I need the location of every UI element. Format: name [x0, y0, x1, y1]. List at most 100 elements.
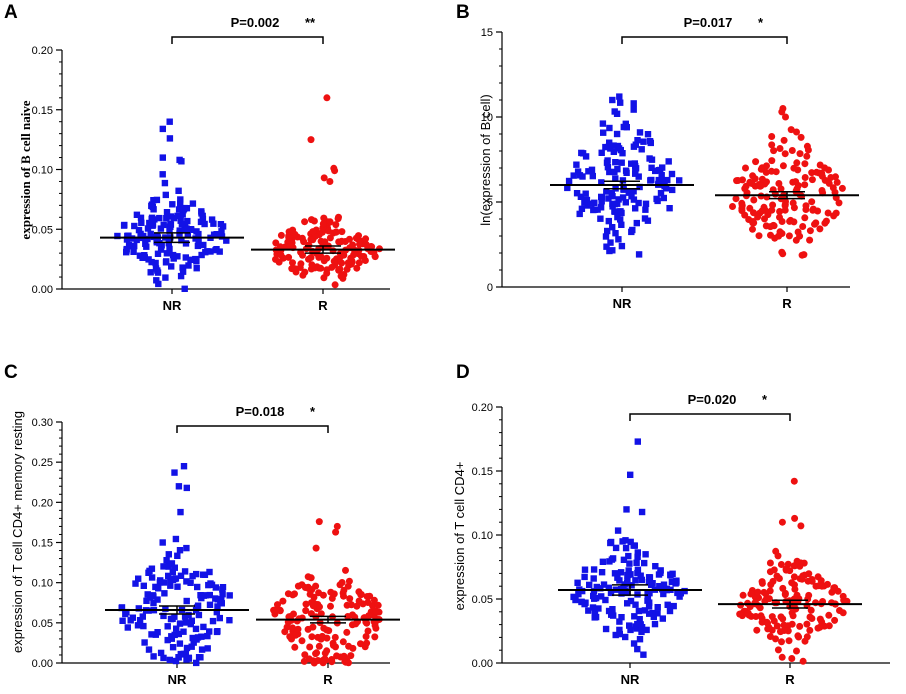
data-point-nr [659, 615, 666, 622]
data-point-nr [660, 194, 667, 202]
data-point-r [839, 592, 847, 600]
data-point-r [748, 180, 756, 187]
data-point-nr [160, 612, 167, 620]
data-point-r [796, 232, 804, 240]
data-point-r [781, 202, 789, 210]
data-point-nr [198, 646, 206, 653]
data-point-r [817, 577, 825, 585]
data-point-r [332, 221, 340, 229]
data-point-r [371, 633, 379, 641]
data-point-nr [590, 575, 597, 582]
data-point-nr [160, 221, 167, 229]
data-point-nr [205, 581, 212, 589]
data-point-nr [187, 579, 194, 586]
data-point-nr [164, 623, 171, 630]
data-point-nr [646, 138, 654, 145]
data-point-nr [163, 209, 171, 216]
data-point-nr [676, 177, 683, 184]
data-point-nr [635, 607, 643, 615]
data-point-nr [634, 549, 641, 556]
data-point-nr [609, 606, 616, 613]
data-point-nr [607, 538, 615, 546]
data-point-nr [148, 574, 156, 581]
data-point-r [808, 176, 816, 184]
data-point-nr [611, 208, 618, 215]
data-point-r [778, 108, 786, 116]
data-point-r [761, 215, 768, 223]
data-point-r [355, 259, 363, 267]
data-point-r [768, 141, 776, 149]
data-point-r [285, 233, 293, 241]
data-point-nr [149, 222, 156, 229]
data-point-r [757, 182, 765, 190]
data-point-nr [167, 615, 175, 623]
y-tick-label: 0.15 [32, 538, 53, 550]
data-point-nr [625, 567, 632, 574]
data-point-r [331, 281, 339, 289]
data-point-r [827, 174, 835, 181]
data-point-nr [152, 583, 159, 591]
data-point-nr [635, 199, 642, 207]
data-point-nr [154, 596, 161, 603]
data-point-nr [620, 556, 628, 563]
data-point-r [821, 219, 829, 227]
y-tick-label: 0.10 [32, 578, 53, 590]
y-tick-label: 15 [481, 27, 493, 39]
data-point-r [782, 113, 789, 121]
data-point-r [790, 573, 798, 581]
data-point-nr [579, 587, 586, 595]
data-point-r [289, 624, 296, 632]
y-tick-label: 0.00 [32, 658, 53, 670]
data-point-nr [171, 631, 178, 639]
data-point-nr [139, 254, 146, 261]
data-point-nr [167, 576, 174, 584]
data-point-nr [637, 572, 644, 579]
y-tick-label: 0.20 [32, 497, 53, 509]
data-point-r [821, 164, 829, 172]
data-point-nr [634, 569, 641, 577]
data-point-nr [578, 598, 585, 606]
data-point-r [357, 591, 365, 598]
data-point-nr [179, 264, 186, 271]
data-point-r [764, 619, 771, 627]
y-axis-label: expression of B cell naive [18, 100, 33, 239]
data-point-nr [166, 135, 174, 142]
data-point-nr [177, 200, 184, 207]
data-point-nr [651, 620, 659, 628]
data-point-nr [573, 161, 580, 168]
data-point-nr [635, 173, 642, 180]
data-point-r [758, 614, 766, 622]
data-point-r [281, 628, 289, 636]
data-point-nr [604, 157, 611, 164]
data-point-nr [597, 585, 604, 592]
data-point-r [766, 587, 774, 595]
y-tick-label: 5 [487, 197, 493, 209]
data-point-r [353, 264, 361, 272]
data-point-r [790, 595, 798, 603]
data-point-r [272, 239, 280, 247]
data-point-r [793, 159, 801, 167]
data-point-r [346, 235, 353, 243]
data-point-nr [660, 590, 667, 598]
data-point-nr [674, 589, 681, 597]
data-point-r [299, 271, 307, 279]
data-point-r [801, 174, 809, 181]
data-point-nr [149, 592, 157, 599]
data-point-nr [630, 106, 637, 113]
data-point-r [804, 146, 812, 154]
data-point-r [755, 232, 763, 240]
data-point-r [821, 176, 829, 184]
data-point-r [803, 152, 811, 160]
data-point-r [768, 613, 776, 621]
data-point-nr [182, 254, 189, 261]
data-point-nr [588, 166, 596, 173]
data-point-r [312, 582, 320, 590]
data-point-nr [664, 176, 671, 184]
data-point-nr [172, 535, 180, 543]
data-point-r [314, 633, 322, 641]
data-point-nr [181, 613, 189, 620]
y-tick-label: 0.25 [32, 457, 53, 469]
data-point-r [309, 602, 317, 610]
data-point-nr [626, 622, 633, 629]
data-point-r [796, 150, 804, 158]
